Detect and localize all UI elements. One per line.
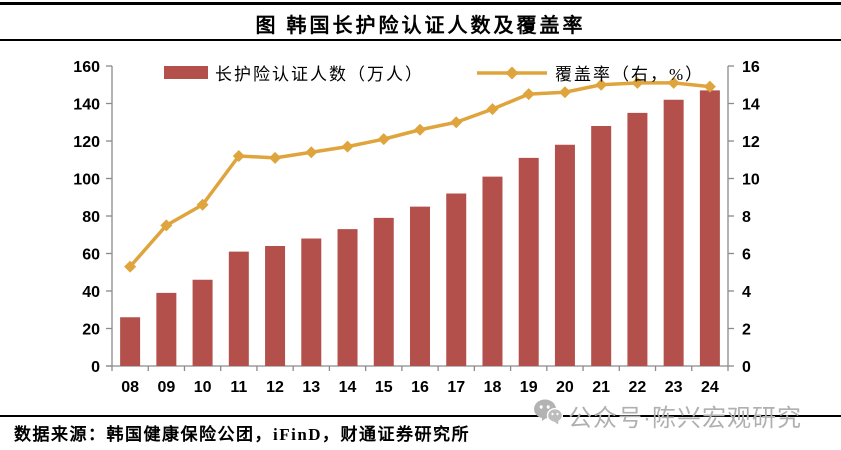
- line-marker-16: [414, 123, 426, 136]
- wechat-icon: [533, 398, 564, 433]
- line-series-marker: [476, 65, 548, 81]
- left-axis-tick-label: 100: [73, 172, 100, 189]
- left-axis-tick-label: 160: [73, 59, 100, 76]
- line-marker-22: [631, 76, 644, 89]
- right-axis-tick-label: 12: [742, 134, 760, 151]
- bar-19: [518, 157, 539, 366]
- data-source-note: 数据来源：韩国健康保险公团，iFinD，财通证券研究所: [14, 425, 471, 444]
- x-axis-label-10: 10: [194, 379, 212, 396]
- x-axis-label-16: 16: [411, 379, 429, 396]
- bar-18: [482, 176, 503, 366]
- right-axis-tick-label: 10: [742, 172, 760, 189]
- x-axis-label-18: 18: [484, 379, 502, 396]
- line-marker-08: [124, 260, 137, 273]
- bar-23: [663, 99, 684, 366]
- x-axis-label-14: 14: [339, 379, 357, 396]
- left-axis-tick-label: 20: [82, 322, 100, 339]
- x-axis-label-22: 22: [629, 379, 647, 396]
- bar-11: [228, 251, 249, 366]
- right-axis-tick-label: 8: [742, 209, 751, 226]
- x-axis-label-11: 11: [230, 379, 247, 396]
- bar-22: [627, 112, 648, 366]
- bar-10: [192, 279, 213, 366]
- line-marker-14: [341, 140, 354, 153]
- top-border-rule: [0, 2, 841, 5]
- bar-20: [554, 144, 575, 366]
- bar-08: [120, 317, 141, 366]
- watermark: 公众号·陈兴宏观研究: [533, 398, 802, 433]
- right-axis-tick-label: 16: [742, 59, 760, 76]
- line-marker-24: [703, 80, 716, 93]
- bar-09: [156, 292, 177, 366]
- right-axis-tick-label: 14: [742, 97, 760, 114]
- left-axis-tick-label: 80: [82, 209, 100, 226]
- bar-15: [373, 217, 394, 366]
- x-axis-label-12: 12: [266, 379, 284, 396]
- bar-series-swatch: [164, 66, 208, 79]
- right-axis-tick-label: 4: [742, 284, 751, 301]
- x-axis-label-13: 13: [302, 379, 320, 396]
- line-marker-19: [522, 88, 535, 101]
- line-marker-11: [232, 150, 245, 162]
- left-axis-tick-label: 40: [82, 284, 100, 301]
- left-axis-tick-label: 140: [73, 97, 100, 114]
- bar-series-label: 长护险认证人数（万人）: [215, 65, 424, 84]
- legend-item-bar-series: 长护险认证人数（万人）: [164, 60, 424, 85]
- line-marker-13: [305, 146, 318, 159]
- left-axis-tick-label: 120: [73, 134, 100, 151]
- x-axis-label-24: 24: [701, 379, 719, 396]
- legend: 长护险认证人数（万人） 覆盖率（右，%）: [164, 60, 704, 85]
- x-axis-label-19: 19: [520, 379, 538, 396]
- x-axis-label-20: 20: [556, 379, 574, 396]
- line-marker-15: [377, 133, 390, 146]
- line-marker-09: [160, 219, 173, 232]
- x-axis-label-15: 15: [375, 379, 393, 396]
- right-axis-tick-label: 6: [742, 247, 751, 264]
- left-axis-tick-label: 0: [91, 359, 100, 376]
- line-series-label: 覆盖率（右，%）: [555, 65, 705, 84]
- watermark-text: 公众号·陈兴宏观研究: [568, 405, 802, 432]
- bar-21: [591, 126, 612, 366]
- bar-24: [699, 90, 720, 366]
- right-axis-tick-label: 2: [742, 322, 751, 339]
- bar-13: [301, 238, 322, 366]
- line-marker-18: [486, 103, 499, 116]
- x-axis-label-09: 09: [157, 379, 175, 396]
- x-axis-label-17: 17: [447, 379, 465, 396]
- legend-item-line-series: 覆盖率（右，%）: [476, 60, 704, 85]
- left-axis-tick-label: 60: [82, 247, 100, 264]
- right-axis-tick-label: 0: [742, 359, 751, 376]
- bar-16: [410, 206, 430, 366]
- chart-title: 图 韩国长护险认证人数及覆盖率: [255, 15, 586, 37]
- line-marker-10: [196, 198, 209, 211]
- footer-separator-rule: [0, 415, 841, 417]
- x-axis-label-08: 08: [121, 379, 139, 396]
- bar-14: [337, 229, 358, 366]
- x-axis-label-23: 23: [665, 379, 683, 396]
- line-marker-12: [269, 151, 282, 164]
- title-separator-rule: [0, 39, 841, 41]
- line-marker-20: [558, 86, 571, 99]
- line-marker-17: [450, 116, 463, 129]
- bar-12: [265, 246, 286, 366]
- x-axis-label-21: 21: [592, 379, 610, 396]
- bar-17: [446, 193, 467, 366]
- line-marker-21: [595, 78, 608, 91]
- line-marker-23: [667, 76, 680, 89]
